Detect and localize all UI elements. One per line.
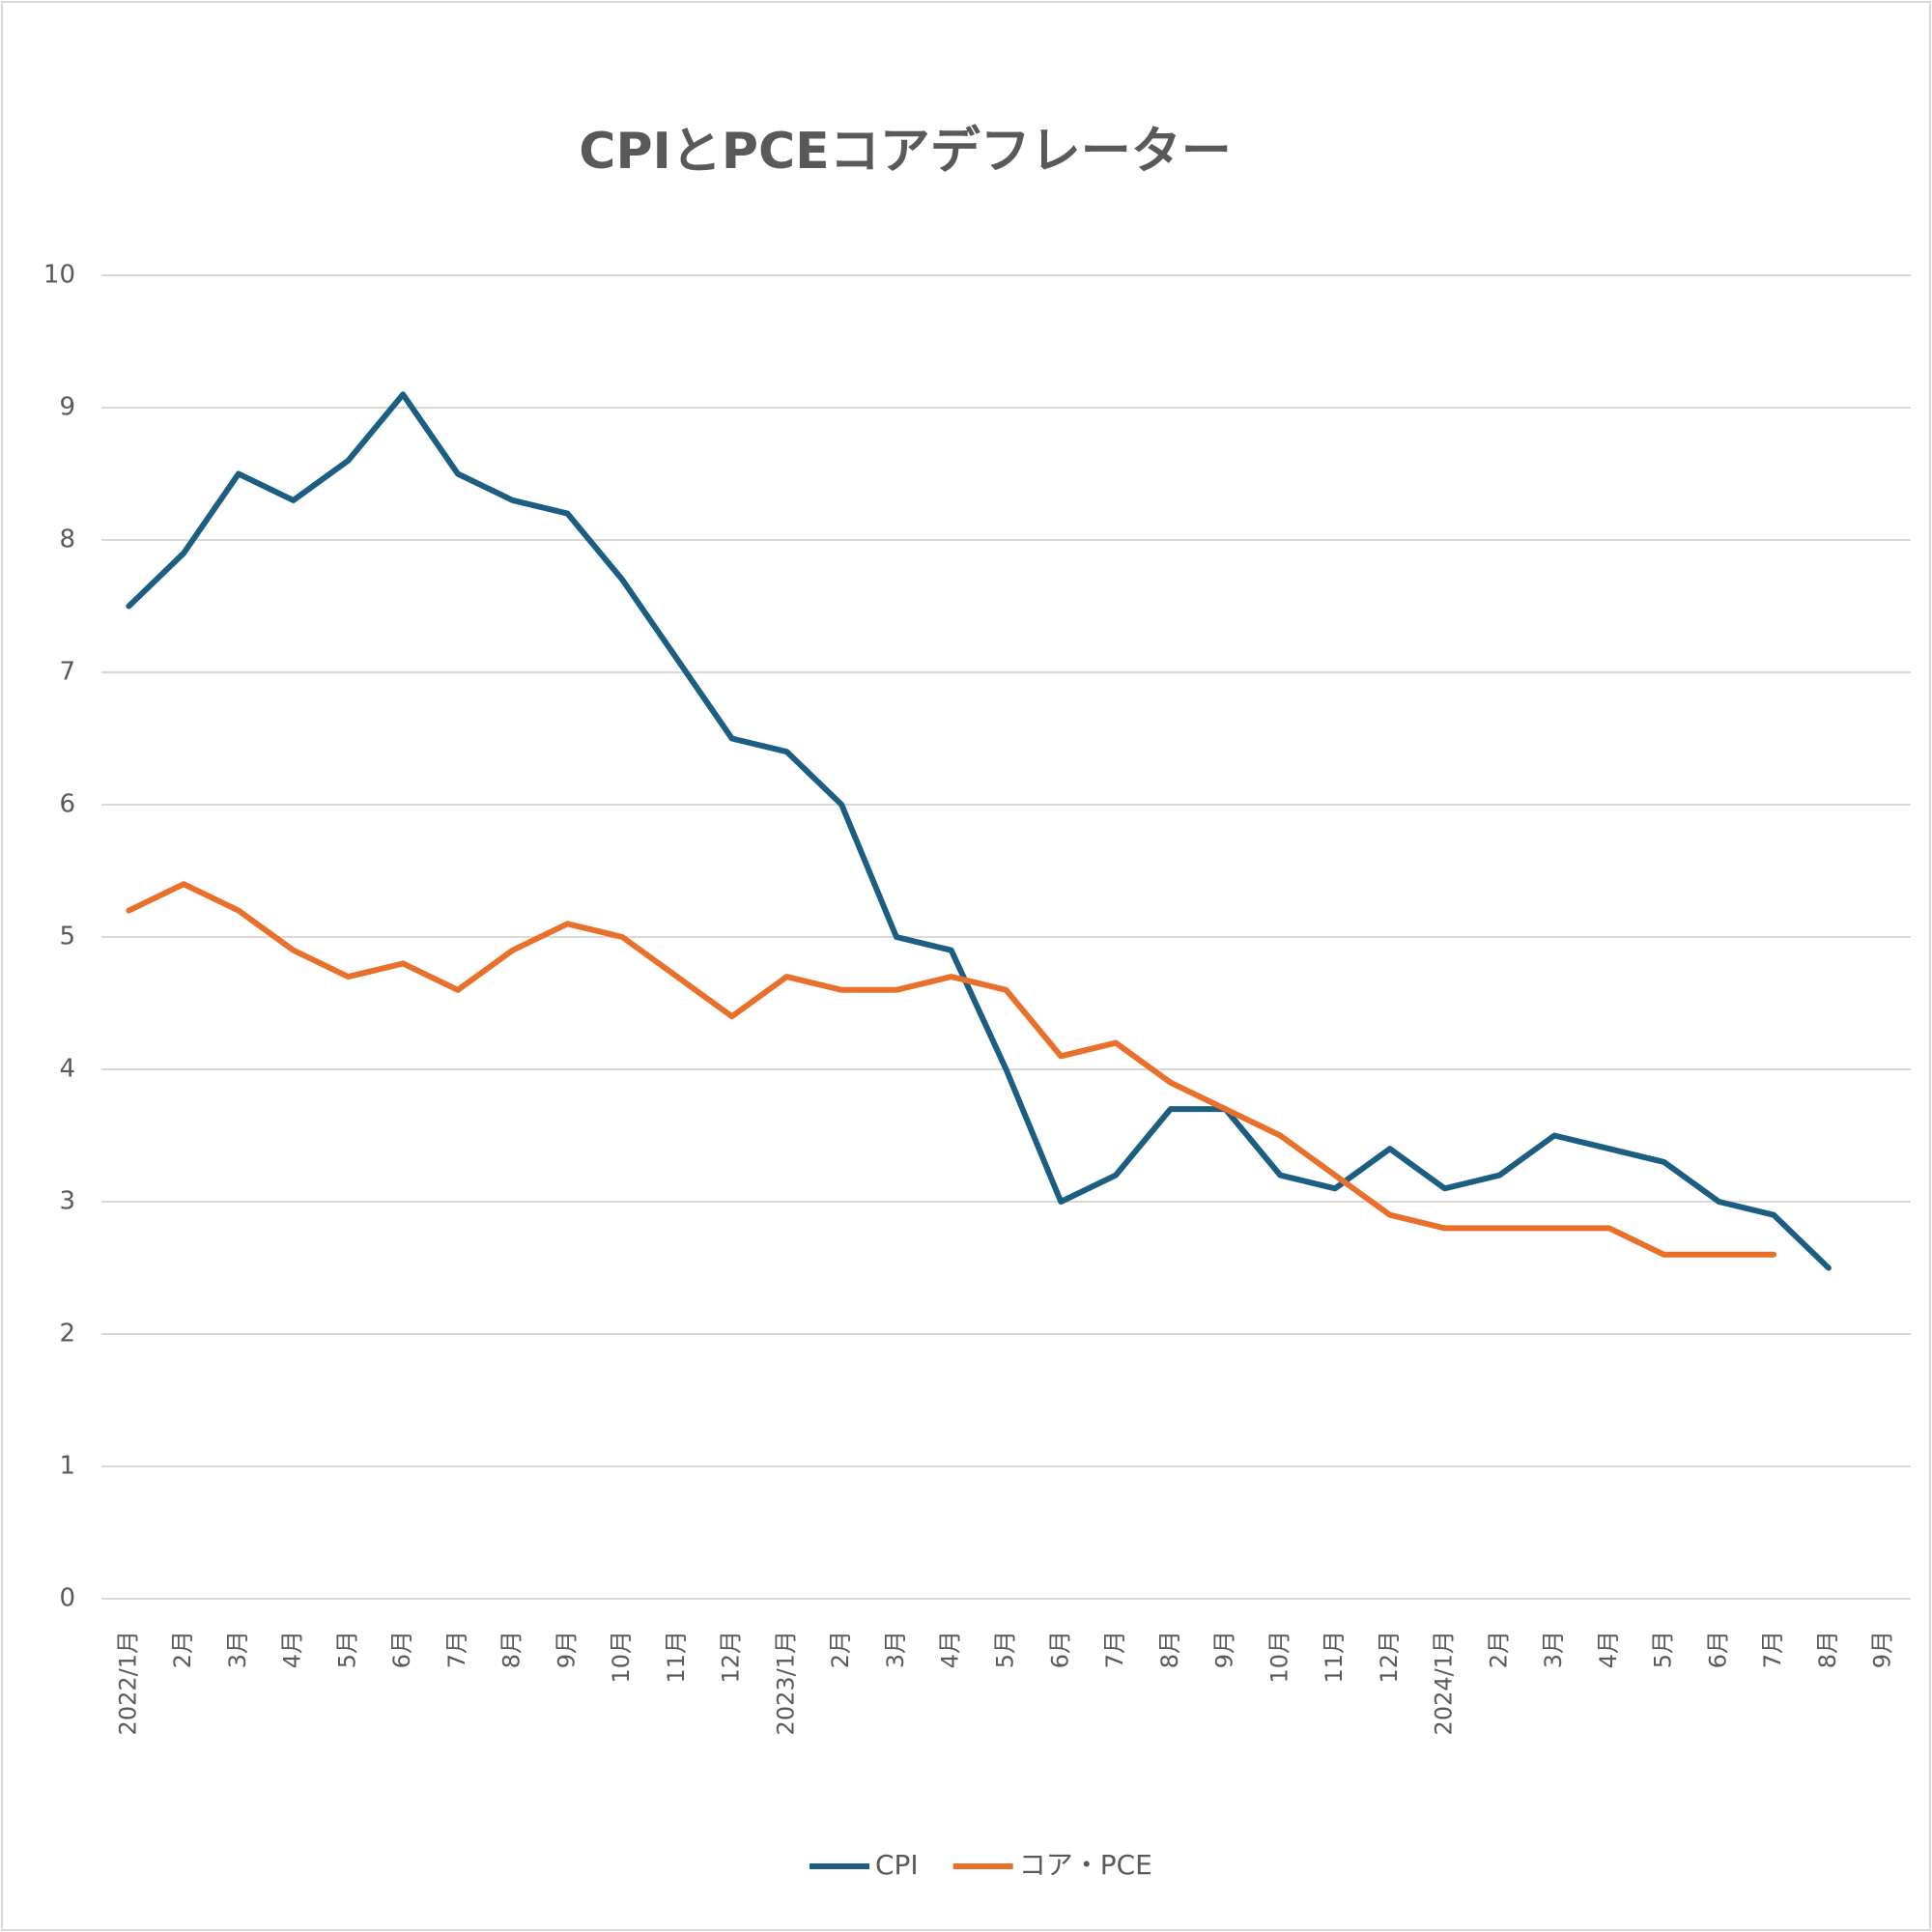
x-tick-label: 8月	[1156, 1631, 1183, 1668]
x-tick-label: 4月	[1595, 1631, 1622, 1668]
x-tick-label: 2月	[827, 1631, 854, 1668]
x-tick-label: 9月	[553, 1631, 580, 1668]
y-tick-label: 4	[59, 1055, 75, 1084]
x-tick-label: 12月	[718, 1631, 745, 1684]
x-tick-label: 3月	[882, 1631, 909, 1668]
x-tick-label: 2023/1月	[772, 1631, 799, 1735]
y-tick-label: 6	[59, 790, 75, 819]
x-tick-label: 5月	[992, 1631, 1019, 1668]
y-tick-label: 7	[59, 658, 75, 687]
x-tick-label: 8月	[1814, 1631, 1841, 1668]
data-line	[126, 881, 1777, 1258]
y-tick-label: 5	[59, 923, 75, 952]
x-tick-label: 4月	[279, 1631, 306, 1668]
x-tick-label: 7月	[443, 1631, 470, 1668]
x-tick-label: 10月	[1265, 1631, 1293, 1684]
x-tick-label: 7月	[1759, 1631, 1786, 1668]
y-tick-label: 3	[59, 1187, 75, 1216]
x-tick-label: 2022/1月	[114, 1631, 141, 1735]
x-tick-label: 7月	[1101, 1631, 1128, 1668]
y-tick-label: 10	[43, 261, 75, 290]
x-tick-label: 10月	[608, 1631, 635, 1684]
y-tick-label: 0	[59, 1584, 75, 1613]
x-tick-label: 12月	[1376, 1631, 1403, 1684]
x-tick-label: 9月	[1211, 1631, 1238, 1668]
legend-label: コア・PCE	[1019, 1849, 1152, 1881]
x-tick-label: 6月	[1704, 1631, 1731, 1668]
x-tick-label: 9月	[1869, 1631, 1896, 1668]
x-tick-label: 2月	[1485, 1631, 1512, 1668]
legend-label: CPI	[875, 1849, 919, 1881]
x-tick-label: 3月	[224, 1631, 251, 1668]
x-tick-label: 5月	[1650, 1631, 1677, 1668]
chart-title: CPIとPCEコアデフレーター	[579, 123, 1231, 181]
data-line	[126, 391, 1832, 1271]
y-tick-label: 8	[59, 526, 75, 554]
y-tick-label: 1	[59, 1452, 75, 1481]
x-tick-label: 6月	[1046, 1631, 1073, 1668]
x-tick-label: 4月	[937, 1631, 964, 1668]
x-tick-label: 2月	[169, 1631, 196, 1668]
x-tick-label: 3月	[1540, 1631, 1567, 1668]
x-tick-label: 2024/1月	[1431, 1631, 1458, 1735]
x-tick-label: 11月	[663, 1631, 690, 1684]
x-tick-label: 6月	[388, 1631, 415, 1668]
y-tick-label: 9	[59, 393, 75, 422]
x-tick-label: 11月	[1321, 1631, 1348, 1684]
x-tick-label: 8月	[498, 1631, 526, 1668]
y-tick-label: 2	[59, 1320, 75, 1349]
x-tick-label: 5月	[333, 1631, 360, 1668]
